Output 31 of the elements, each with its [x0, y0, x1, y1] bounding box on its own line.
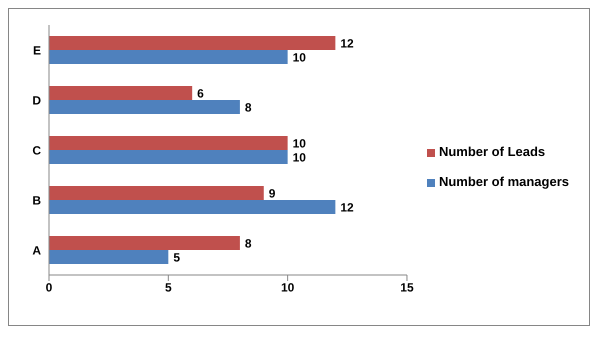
y-tick-label: B [32, 193, 42, 208]
y-tick-label: C [32, 143, 42, 158]
bar [49, 200, 336, 214]
x-tick-label: 10 [280, 280, 295, 295]
bar [49, 236, 240, 250]
data-label: 12 [340, 36, 354, 50]
x-tick-label: 0 [46, 280, 53, 295]
data-label: 6 [197, 86, 204, 100]
data-label: 8 [244, 236, 252, 250]
y-tick-label: E [32, 43, 41, 58]
data-label: 8 [244, 100, 252, 114]
data-label: 9 [268, 186, 276, 200]
data-label: 12 [340, 200, 354, 214]
bar [49, 50, 288, 64]
bar [49, 136, 288, 150]
legend-label: Number of managers [438, 174, 569, 189]
bar [49, 150, 288, 164]
y-tick-label: A [32, 243, 42, 258]
bar [49, 250, 168, 264]
x-tick-label: 15 [400, 280, 414, 295]
data-label: 10 [292, 150, 306, 164]
y-tick-label: D [32, 93, 42, 108]
bar [49, 86, 192, 100]
bar [49, 100, 240, 114]
data-label: 5 [173, 250, 180, 264]
x-tick-label: 5 [164, 280, 172, 295]
bar [49, 36, 336, 50]
legend-label: Number of Leads [438, 144, 546, 159]
bar [49, 186, 264, 200]
data-label: 10 [292, 136, 306, 150]
data-label: 10 [292, 50, 306, 64]
